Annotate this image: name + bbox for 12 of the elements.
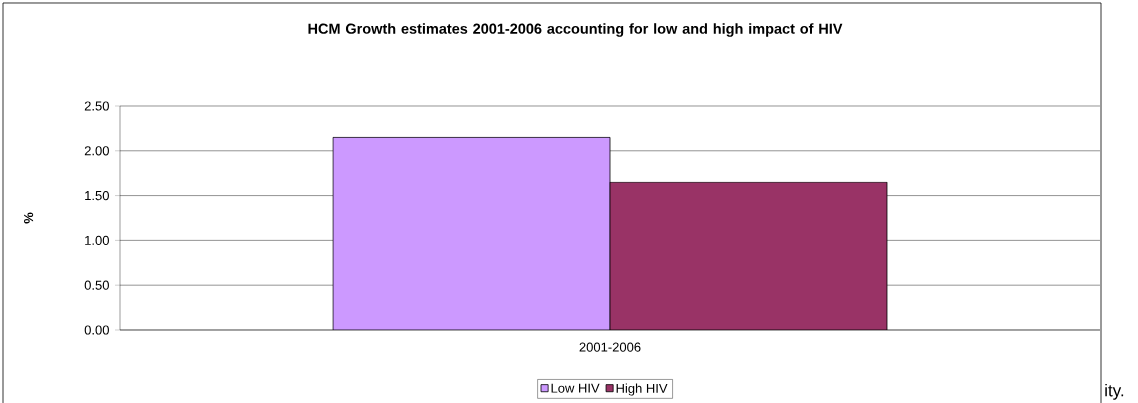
x-tick-label: 2001-2006 xyxy=(579,342,641,352)
y-tick-label: 0.50 xyxy=(84,280,109,290)
chart-title: HCM Growth estimates 2001-2006 accounting for low and high impact of HIV xyxy=(308,23,843,37)
y-tick-label: 2.00 xyxy=(84,146,109,156)
text: ity. xyxy=(1105,383,1124,400)
y-axis-title: % xyxy=(24,212,34,224)
legend-label: Low HIV xyxy=(551,383,600,393)
legend-label: High HIV xyxy=(616,383,668,396)
y-tick-label: 1.00 xyxy=(85,235,109,245)
y-tick-label: 0.00 xyxy=(84,325,109,335)
y-tick-label: 1.50 xyxy=(85,190,109,201)
y-tick-label: 2.50 xyxy=(84,101,109,111)
